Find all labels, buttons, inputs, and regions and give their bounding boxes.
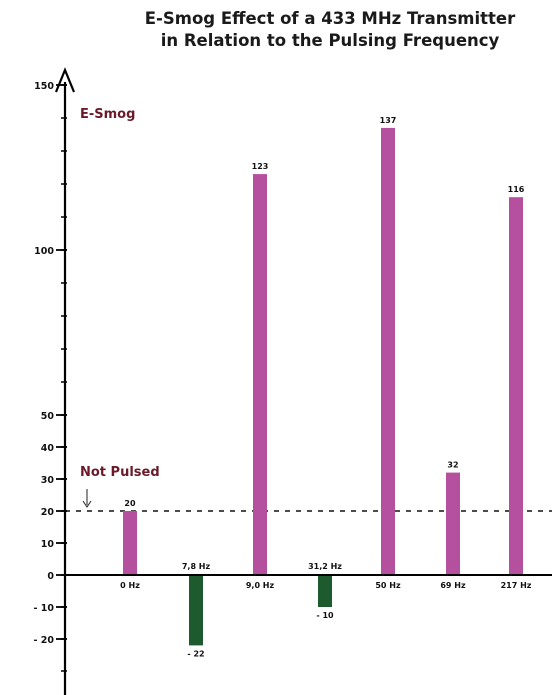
reference-line-label: Not Pulsed	[80, 465, 160, 480]
value-label-0: 20	[124, 499, 136, 508]
bar-6	[509, 197, 523, 575]
category-label-3: 31,2 Hz	[308, 562, 342, 571]
value-label-1: - 22	[187, 649, 204, 658]
y-tick-label-4: 30	[41, 475, 55, 486]
y-axis-label: E-Smog	[80, 107, 135, 122]
bar-2	[253, 174, 267, 575]
bar-1	[189, 575, 203, 645]
y-tick-label-5: 20	[41, 507, 55, 518]
bar-3	[318, 575, 332, 607]
value-label-2: 123	[252, 162, 269, 171]
y-tick-label-2: 50	[41, 411, 55, 422]
bar-5	[446, 473, 460, 575]
value-label-6: 116	[508, 185, 525, 194]
y-tick-label-8: - 10	[34, 603, 55, 614]
value-label-4: 137	[380, 116, 397, 125]
bar-4	[381, 128, 395, 575]
axis-layer	[56, 70, 552, 695]
y-tick-label-1: 100	[34, 246, 54, 257]
category-label-4: 50 Hz	[375, 581, 401, 590]
y-tick-label-6: 10	[41, 539, 55, 550]
y-tick-label-0: 150	[34, 81, 54, 92]
bar-0	[123, 511, 137, 575]
y-tick-label-9: - 20	[34, 635, 55, 646]
value-label-3: - 10	[316, 611, 334, 620]
category-label-2: 9,0 Hz	[246, 581, 275, 590]
value-label-5: 32	[447, 461, 458, 470]
category-label-0: 0 Hz	[120, 581, 140, 590]
category-label-1: 7,8 Hz	[182, 562, 211, 571]
y-tick-label-3: 40	[41, 443, 55, 454]
category-label-5: 69 Hz	[440, 581, 466, 590]
category-label-6: 217 Hz	[501, 581, 532, 590]
y-tick-label-7: 0	[47, 571, 54, 582]
